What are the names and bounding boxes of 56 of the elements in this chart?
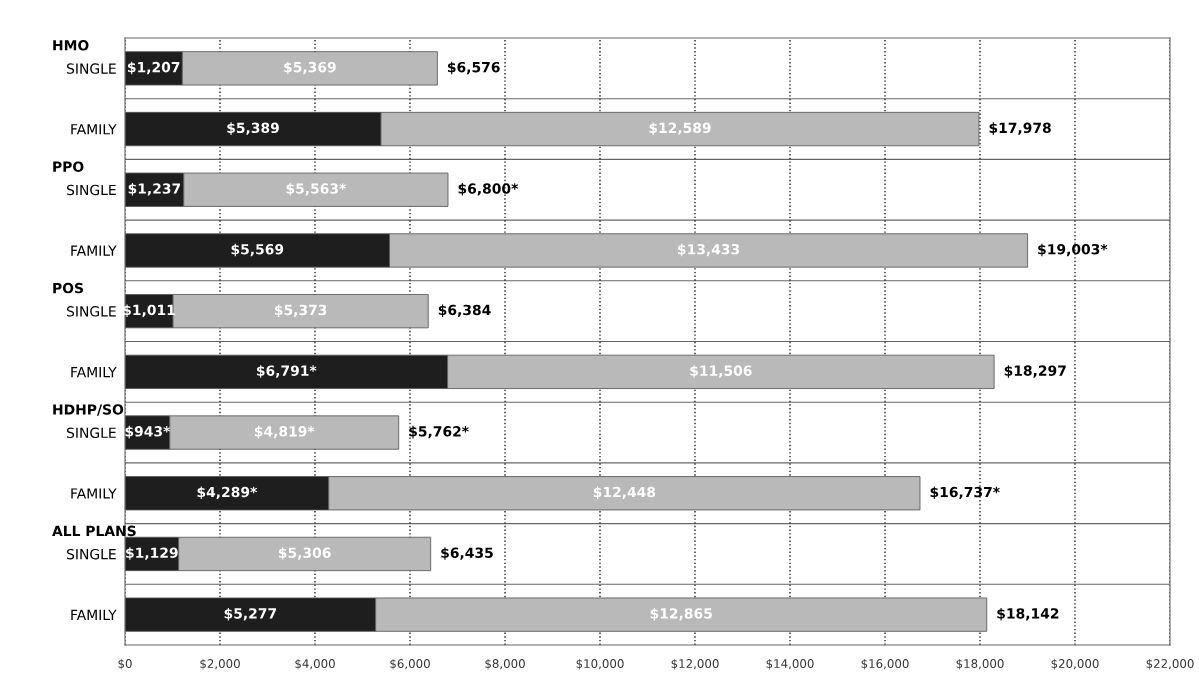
x-tick-label: $2,000	[200, 658, 240, 670]
annotation: ALL PLANS	[52, 525, 136, 537]
x-tick-label: $0	[118, 658, 132, 670]
y-tick-label: SINGLE	[67, 184, 116, 196]
data-label: $4,819*	[254, 425, 315, 439]
y-tick-label: FAMILY	[71, 367, 117, 378]
text: HMO	[53, 40, 89, 51]
x-tick-label: $4,000	[295, 658, 335, 670]
data-label: $12,448	[593, 486, 656, 500]
text: PPO	[53, 161, 84, 172]
text: HDHP/SO	[53, 404, 124, 416]
data-label: $5,277	[224, 607, 277, 621]
x-tick-label: $22,000	[1146, 658, 1194, 670]
data-label: $5,389	[227, 122, 279, 135]
total-label: $17,978	[989, 122, 1051, 135]
total-label: $16,737*	[930, 486, 1000, 500]
y-tick-label: FAMILY	[71, 609, 117, 620]
data-label: $13,433	[678, 243, 740, 257]
total-label: $6,576	[447, 61, 500, 75]
x-tick-label: $18,000	[956, 658, 1004, 670]
data-label: $11,506	[690, 365, 752, 378]
total-label: $5,762*	[409, 425, 469, 439]
total-label: $6,384	[438, 304, 491, 318]
data-label: $5,373	[274, 304, 327, 318]
data-label: $12,865	[650, 607, 712, 621]
text: POS	[53, 282, 83, 294]
data-label: $12,589	[649, 122, 711, 135]
data-label: $1,237	[128, 183, 181, 196]
total-label: $6,800*	[458, 183, 519, 196]
total-label: $19,003*	[1038, 243, 1108, 257]
y-tick-label: SINGLE	[67, 427, 116, 439]
data-label: $943*	[125, 425, 171, 439]
x-tick-label: $16,000	[861, 658, 909, 670]
data-label: $6,791*	[256, 365, 317, 378]
data-label: $1,129	[126, 547, 178, 560]
y-tick-label: SINGLE	[67, 548, 116, 560]
x-tick-label: $12,000	[671, 658, 719, 670]
y-tick-label: FAMILY	[71, 488, 117, 499]
data-label: $4,289*	[197, 486, 258, 500]
y-tick-label: SINGLE	[67, 306, 116, 317]
x-tick-label: $20,000	[1051, 658, 1099, 670]
y-tick-label: FAMILY	[71, 245, 117, 256]
total-label: $6,435	[441, 547, 493, 560]
y-tick-label: FAMILY	[71, 124, 117, 135]
x-tick-label: $14,000	[766, 658, 814, 670]
x-tick-label: $6,000	[390, 658, 430, 670]
total-label: $18,142	[997, 607, 1059, 621]
data-label: $1,207	[127, 61, 180, 75]
data-label: $5,306	[278, 547, 331, 560]
x-tick-label: $10,000	[576, 658, 624, 670]
y-tick-label: SINGLE	[67, 63, 116, 74]
data-label: $5,563*	[286, 183, 347, 196]
data-label: $5,369	[284, 61, 336, 75]
x-tick-label: $8,000	[485, 658, 525, 670]
total-label: $18,297	[1004, 365, 1066, 378]
data-label: $5,569	[231, 243, 284, 257]
